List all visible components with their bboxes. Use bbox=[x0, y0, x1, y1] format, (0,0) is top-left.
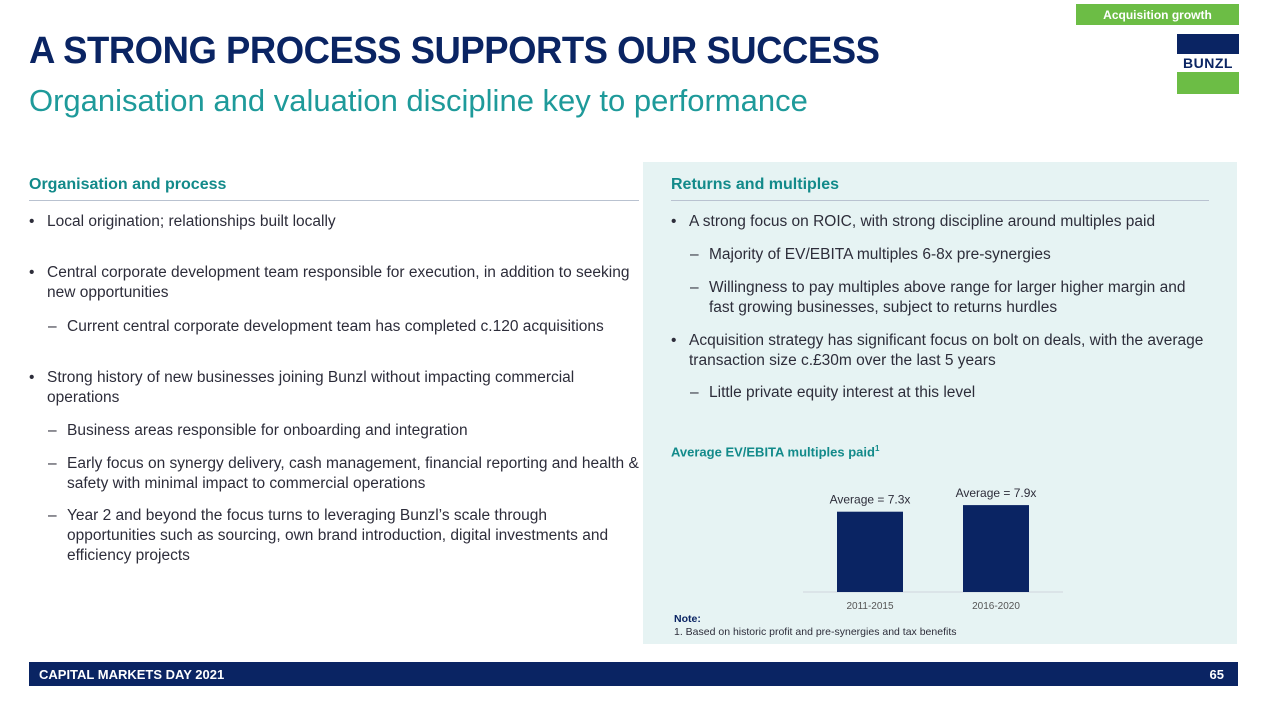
footer-bar: CAPITAL MARKETS DAY 2021 65 bbox=[29, 662, 1238, 686]
data-label: Average = 7.9x bbox=[956, 486, 1037, 500]
logo-text: BUNZL bbox=[1177, 54, 1239, 72]
sub-bullet-item: Year 2 and beyond the focus turns to lev… bbox=[29, 506, 639, 566]
page-title: A STRONG PROCESS SUPPORTS OUR SUCCESS bbox=[29, 30, 880, 72]
right-bullet-list: A strong focus on ROIC, with strong disc… bbox=[671, 212, 1209, 403]
bar-2016-2020 bbox=[963, 505, 1029, 592]
chart-title: Average EV/EBITA multiples paid1 bbox=[671, 444, 879, 459]
right-heading: Returns and multiples bbox=[671, 162, 1209, 201]
tick-label: 2016-2020 bbox=[972, 601, 1020, 612]
right-panel: Returns and multiples A strong focus on … bbox=[643, 162, 1237, 644]
section-tag: Acquisition growth bbox=[1076, 4, 1239, 25]
bullet-item: Acquisition strategy has significant foc… bbox=[671, 331, 1209, 371]
sub-bullet-item: Willingness to pay multiples above range… bbox=[671, 278, 1209, 318]
data-label: Average = 7.3x bbox=[830, 493, 911, 507]
footnote-marker: 1 bbox=[874, 444, 880, 453]
sub-bullet-item: Business areas responsible for onboardin… bbox=[29, 421, 639, 441]
page-number: 65 bbox=[1209, 666, 1224, 682]
left-column: Organisation and process Local originati… bbox=[29, 162, 639, 566]
bullet-item: Central corporate development team respo… bbox=[29, 263, 639, 303]
page-subtitle: Organisation and valuation discipline ke… bbox=[29, 83, 808, 118]
bar-chart: Average = 7.3x 2011-2015 Average = 7.9x 201… bbox=[803, 486, 1063, 612]
right-column: Returns and multiples A strong focus on … bbox=[671, 162, 1209, 403]
left-bullet-list: Local origination; relationships built l… bbox=[29, 212, 639, 566]
bullet-item: Strong history of new businesses joining… bbox=[29, 368, 639, 408]
left-heading: Organisation and process bbox=[29, 162, 639, 201]
sub-bullet-item: Current central corporate development te… bbox=[29, 317, 639, 337]
sub-bullet-item: Majority of EV/EBITA multiples 6-8x pre-… bbox=[671, 245, 1209, 265]
note-heading: Note: bbox=[674, 613, 701, 625]
sub-bullet-item: Little private equity interest at this l… bbox=[671, 383, 1209, 403]
tick-label: 2011-2015 bbox=[846, 601, 894, 612]
footer-event: CAPITAL MARKETS DAY 2021 bbox=[39, 666, 225, 682]
note-text: 1. Based on historic profit and pre-syne… bbox=[674, 626, 957, 638]
chart-note: Note: 1. Based on historic profit and pr… bbox=[674, 613, 957, 639]
sub-bullet-item: Early focus on synergy delivery, cash ma… bbox=[29, 454, 639, 494]
bar-2011-2015 bbox=[837, 511, 903, 592]
bullet-item: A strong focus on ROIC, with strong disc… bbox=[671, 212, 1209, 232]
bunzl-logo: BUNZL bbox=[1177, 34, 1239, 94]
bullet-item: Local origination; relationships built l… bbox=[29, 212, 639, 232]
chart-title-text: Average EV/EBITA multiples paid bbox=[671, 444, 875, 460]
